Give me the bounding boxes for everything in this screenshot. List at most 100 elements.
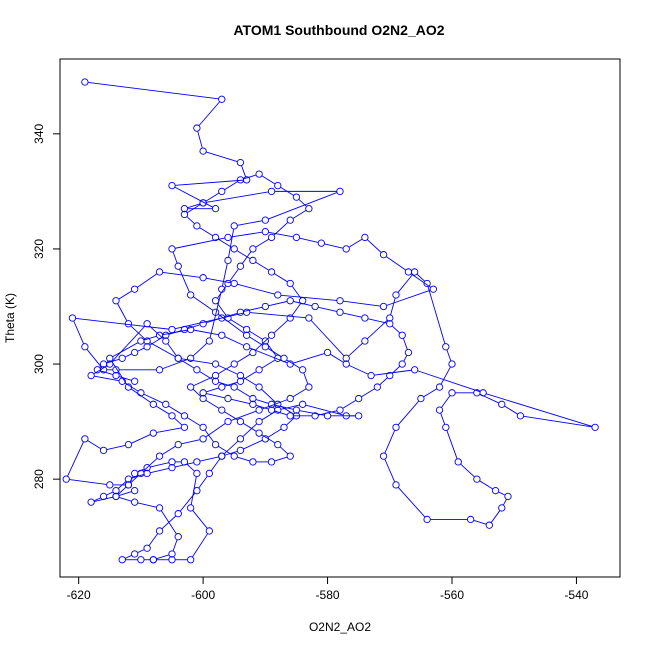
data-point [286,412,294,420]
series-segment [218,381,232,387]
series-segment [274,456,288,462]
series-segment [124,382,139,392]
series-segment [261,434,276,444]
series-segment [397,400,420,426]
data-point [112,371,120,380]
series-segment [268,192,337,220]
series-segment [224,411,238,421]
series-segment [218,365,238,375]
data-point [218,95,226,103]
data-point [230,222,238,230]
series-segment [236,250,251,260]
series-segment [416,273,425,282]
series-segment [180,359,195,369]
data-point [218,187,226,196]
series-segment [386,256,406,271]
series-segment [486,393,592,427]
series-segment [427,286,446,344]
data-point [305,383,313,391]
series-segment [342,399,357,409]
series-segment [118,290,133,300]
data-point [205,469,213,478]
data-point [180,210,189,219]
y-axis-label: Theta (K) [3,293,17,343]
series-segment [293,353,325,364]
series-segment [69,479,107,485]
data-point [342,354,350,362]
series-segment [199,371,213,380]
series-segment [243,423,257,432]
series-segment [256,404,269,410]
data-point [218,406,226,414]
data-point [392,481,400,489]
data-point [299,400,307,408]
data-series [62,78,599,529]
series-segment [348,343,363,357]
data-point [81,435,89,443]
series-segment [268,231,294,238]
data-point [205,527,213,535]
series-segment [368,318,387,324]
data-point [267,268,276,276]
data-point [448,360,456,368]
data-point [498,400,506,408]
series-segment [224,181,238,190]
x-tick-label: -540 [564,588,588,602]
series-segment [75,317,169,330]
series-segment [367,239,382,253]
series-segment [324,243,344,249]
data-point [373,383,381,391]
series-segment [310,320,345,357]
series-segment [228,229,235,258]
data-point [448,389,456,397]
series-segment [111,360,127,385]
data-point [211,440,220,449]
series-segment [261,359,276,369]
data-point [336,308,344,316]
data-point [199,394,207,403]
series-segment [118,481,127,489]
data-point [299,297,307,305]
data-point [193,366,201,374]
series-segment [417,370,481,393]
series-segment [217,303,227,316]
data-point [386,314,394,322]
data-point [143,343,151,351]
data-point [398,331,406,339]
series-segment [205,423,226,438]
data-point [311,412,319,420]
data-point [224,233,232,242]
data-point [361,233,369,242]
series-segment [281,294,337,301]
data-point [131,285,139,293]
data-point [243,343,251,351]
data-point [342,360,350,368]
data-point [236,176,245,184]
data-point [193,487,201,495]
series-segment [250,312,306,319]
data-point [187,291,195,299]
series-segment [397,487,426,518]
series-segment [224,450,238,456]
series-segment [231,410,257,421]
series-segment [192,510,208,529]
data-point [99,360,108,368]
data-point [193,124,201,132]
data-point [386,371,394,380]
series-segment [192,533,208,558]
data-point [106,481,114,489]
data-point [180,412,189,420]
data-point [168,412,176,420]
series-segment [490,510,501,523]
series-segment [156,554,169,560]
data-point [379,452,388,460]
data-point [193,469,201,478]
series-segment [131,473,144,479]
data-point [162,400,170,408]
data-point [230,279,238,288]
data-point [174,262,182,270]
data-point [404,348,413,357]
data-point [199,320,207,328]
series-segment [291,303,302,316]
